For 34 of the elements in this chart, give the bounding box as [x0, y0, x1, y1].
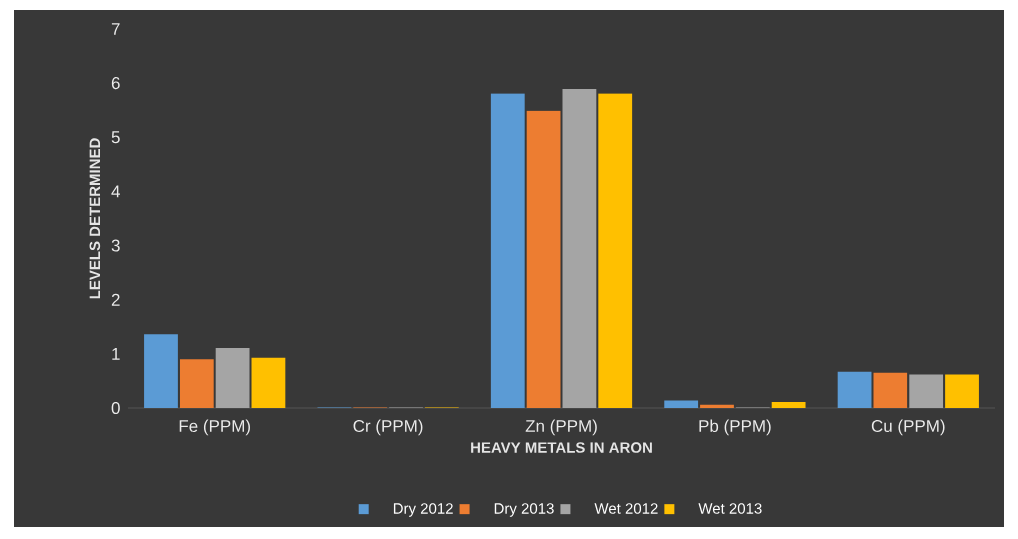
- y-axis-title: LEVELS DETERMINED: [89, 138, 101, 299]
- bar: [526, 110, 561, 408]
- legend-label: Wet 2013: [698, 503, 762, 514]
- bar: [837, 371, 872, 408]
- bar: [215, 347, 250, 408]
- bar: [490, 93, 525, 408]
- bar: [909, 374, 944, 408]
- bar: [562, 89, 597, 408]
- x-tick-label: Pb (PPM): [699, 419, 771, 436]
- bar: [251, 357, 286, 408]
- y-tick-label: 4: [111, 185, 120, 198]
- x-tick-label: Cr (PPM): [353, 419, 423, 436]
- legend-label: Wet 2012: [594, 503, 658, 514]
- y-tick-label: 2: [111, 293, 120, 306]
- x-tick-label: Fe (PPM): [179, 419, 250, 436]
- legend-label: Dry 2012: [393, 503, 453, 517]
- bar: [179, 359, 214, 408]
- y-tick-label: 7: [111, 23, 120, 35]
- x-axis-title: HEAVY METALS IN ARON: [471, 442, 652, 453]
- bar: [700, 404, 734, 408]
- bar: [144, 334, 178, 408]
- y-tick-label: 3: [111, 239, 120, 252]
- y-tick-label: 0: [111, 401, 120, 415]
- x-tick-label: Cu (PPM): [871, 419, 945, 436]
- legend-label: Dry 2013: [494, 503, 554, 517]
- bar: [598, 93, 633, 408]
- bar: [945, 374, 979, 408]
- bar: [771, 402, 806, 408]
- y-tick-label: 5: [111, 131, 120, 144]
- x-tick-label: Zn (PPM): [525, 419, 597, 436]
- y-tick-label: 6: [111, 77, 120, 90]
- y-tick-label: 1: [112, 348, 120, 360]
- bar: [873, 372, 908, 408]
- bar: [664, 400, 699, 408]
